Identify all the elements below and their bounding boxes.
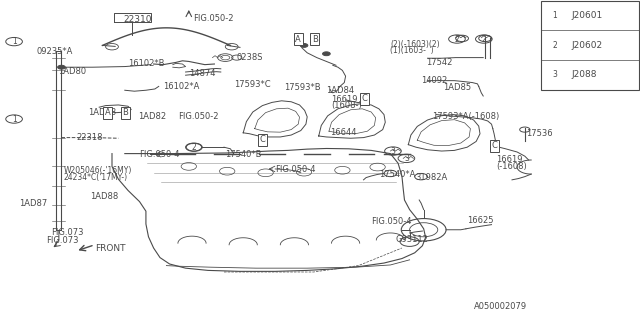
Text: 17540*A: 17540*A [380, 170, 416, 179]
Text: 09235*A: 09235*A [36, 47, 73, 56]
Text: 2: 2 [454, 35, 460, 44]
Text: 1AD85: 1AD85 [443, 83, 471, 92]
Text: J20602: J20602 [572, 41, 603, 50]
Text: (2)(-1603)(2): (2)(-1603)(2) [390, 40, 440, 49]
Text: 17593*B: 17593*B [284, 83, 321, 92]
Text: 14874: 14874 [189, 69, 215, 78]
Text: G93112: G93112 [396, 235, 428, 244]
Text: (1608-): (1608-) [332, 101, 362, 110]
Text: 0238S: 0238S [237, 53, 263, 62]
Text: C: C [362, 94, 368, 103]
Text: 3: 3 [390, 147, 396, 156]
Text: 31982A: 31982A [415, 173, 447, 182]
Text: FIG.050-4: FIG.050-4 [275, 165, 316, 174]
Text: 3: 3 [552, 70, 557, 79]
Text: 14092: 14092 [421, 76, 447, 85]
Text: B: B [312, 35, 318, 44]
Circle shape [323, 52, 330, 56]
Text: 16102*A: 16102*A [163, 82, 200, 91]
Text: A: A [296, 35, 301, 44]
Bar [541, 1, 639, 90]
Text: FIG.050-4: FIG.050-4 [371, 217, 412, 226]
Text: 24234*C('17MY-): 24234*C('17MY-) [64, 173, 128, 182]
Text: 22318: 22318 [77, 133, 103, 142]
Text: 16625: 16625 [467, 216, 493, 225]
Circle shape [300, 44, 308, 47]
Text: 1AD83: 1AD83 [88, 108, 116, 117]
Text: 1AD84: 1AD84 [326, 86, 355, 95]
Text: 17540*B: 17540*B [225, 150, 262, 159]
Circle shape [58, 65, 65, 69]
Text: A: A [105, 108, 110, 117]
Text: 1AD80: 1AD80 [58, 67, 86, 76]
Text: FIG.050-2: FIG.050-2 [178, 112, 218, 121]
Text: W205046(-'16MY): W205046(-'16MY) [64, 166, 132, 175]
Text: FIG.073: FIG.073 [46, 236, 79, 245]
Text: J20601: J20601 [572, 11, 603, 20]
Text: (1)(1603-  ): (1)(1603- ) [390, 46, 434, 55]
Text: 2: 2 [481, 35, 486, 44]
Text: 2: 2 [552, 41, 557, 50]
Text: FIG.050-4: FIG.050-4 [140, 150, 180, 159]
Text: FRONT: FRONT [95, 244, 125, 253]
Text: 16644: 16644 [330, 128, 356, 137]
Text: 1AD87: 1AD87 [19, 199, 47, 208]
Text: 17593*A(-1608): 17593*A(-1608) [432, 112, 499, 121]
Text: 16102*B: 16102*B [128, 59, 164, 68]
Text: 2: 2 [191, 143, 196, 152]
Text: FIG.050-2: FIG.050-2 [193, 14, 234, 23]
Text: 16619: 16619 [332, 95, 358, 104]
Text: 3: 3 [404, 154, 409, 163]
Text: 17536: 17536 [526, 129, 553, 138]
Text: C: C [491, 141, 497, 150]
Text: 1: 1 [12, 37, 17, 46]
Text: 1: 1 [12, 115, 17, 124]
Text: 16619: 16619 [496, 155, 522, 164]
Text: 17542: 17542 [426, 58, 452, 67]
Text: 17593*C: 17593*C [234, 80, 270, 89]
Text: 22310: 22310 [123, 15, 152, 24]
Text: 1AD88: 1AD88 [90, 192, 118, 201]
Text: FIG.073: FIG.073 [51, 228, 84, 237]
Text: B: B [122, 108, 129, 117]
Text: A050002079: A050002079 [474, 302, 527, 311]
Text: C: C [259, 135, 266, 144]
Text: 1AD82: 1AD82 [138, 112, 166, 121]
Text: J2088: J2088 [572, 70, 597, 79]
Text: (-1608): (-1608) [496, 162, 527, 171]
Text: 1: 1 [552, 11, 557, 20]
